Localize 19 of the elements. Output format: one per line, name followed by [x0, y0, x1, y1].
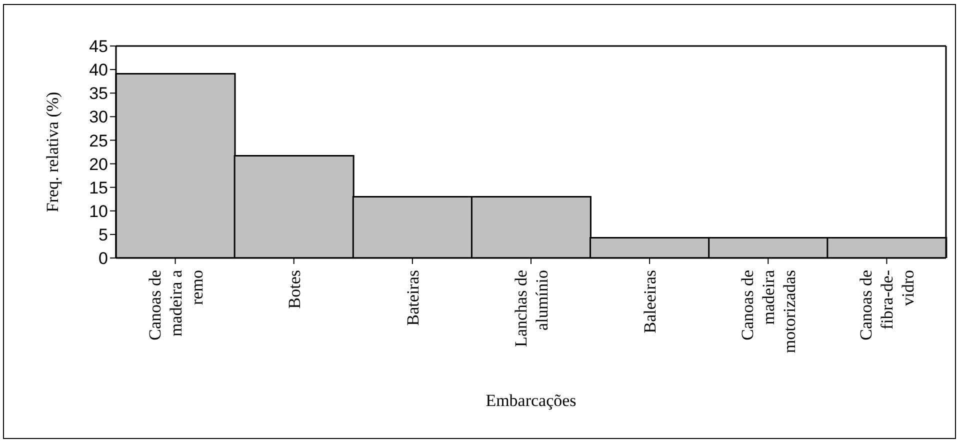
x-tick-label: Botes	[284, 270, 304, 309]
x-tick-label: Bateiras	[403, 270, 422, 326]
y-axis-title: Freq. relativa (%)	[43, 92, 62, 212]
x-tick-label: Baleeiras	[640, 270, 660, 334]
y-tick-label: 5	[98, 225, 108, 244]
x-tick-label: Canoas de madeira a remo	[145, 270, 206, 340]
y-tick-label: 0	[98, 249, 108, 268]
y-tick-label: 25	[89, 131, 108, 150]
x-axis-title: Embarcações	[486, 391, 576, 410]
y-tick-label: 40	[89, 60, 108, 80]
y-tick-label: 30	[89, 108, 108, 127]
x-tick-label: Canoas de madeira motorizadas	[738, 270, 800, 354]
x-tick-label: Lanchas de alumínio	[512, 270, 552, 347]
y-tick-label: 20	[89, 154, 108, 174]
y-tick-label: 45	[89, 37, 108, 56]
y-tick-label: 35	[89, 84, 108, 104]
y-tick-label: 15	[89, 178, 108, 198]
x-tick-label: Canoas de fibra-de-vidro	[856, 270, 918, 340]
y-tick-label: 10	[89, 202, 108, 221]
